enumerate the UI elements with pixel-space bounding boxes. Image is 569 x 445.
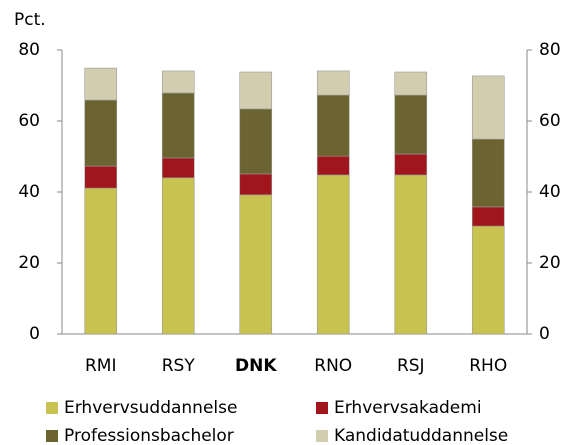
- bar-segment: [316, 70, 350, 96]
- bar-segment: [161, 92, 195, 159]
- y2-tick-label: 60: [539, 111, 561, 131]
- x-tick-label: DNK: [235, 356, 277, 376]
- y-tick-label: 40: [18, 182, 40, 202]
- y2-tick-label: 80: [539, 40, 561, 60]
- legend-label: Erhvervsakademi: [334, 398, 482, 418]
- bar-segment: [84, 165, 118, 189]
- bar-segment: [161, 177, 195, 335]
- legend-swatch: [46, 402, 58, 414]
- bar-segment: [161, 157, 195, 179]
- y-axis-label: Pct.: [14, 10, 46, 30]
- bar-segment: [471, 75, 505, 140]
- bar-segment: [84, 99, 118, 167]
- bar-segment: [239, 173, 273, 196]
- x-tick-label: RSY: [162, 356, 196, 376]
- bar-segment: [84, 67, 118, 101]
- y2-tick-label: 0: [539, 324, 550, 344]
- x-tick-label: RMI: [85, 356, 117, 376]
- y2-tick-label: 20: [539, 253, 561, 273]
- bar-segment: [394, 174, 428, 335]
- bar-segment: [394, 153, 428, 176]
- y-tick-label: 60: [18, 111, 40, 131]
- bar-segment: [239, 71, 273, 110]
- bar-segment: [161, 70, 195, 94]
- x-tick-label: RNO: [314, 356, 352, 376]
- y2-tick-label: 40: [539, 182, 561, 202]
- bar-segment: [239, 194, 273, 335]
- bar-segment: [471, 225, 505, 335]
- legend-label: Professionsbachelor: [64, 426, 234, 445]
- legend-label: Kandidatuddannelse: [334, 426, 508, 445]
- legend-label: Erhvervsuddannelse: [64, 398, 237, 418]
- bar-segment: [471, 206, 505, 227]
- bar-segment: [84, 187, 118, 335]
- y-tick-label: 0: [29, 324, 40, 344]
- x-tick-label: RSJ: [397, 356, 425, 376]
- y-tick-label: 20: [18, 253, 40, 273]
- bar-segment: [394, 71, 428, 96]
- legend-swatch: [316, 402, 328, 414]
- legend-swatch: [46, 430, 58, 442]
- legend-swatch: [316, 430, 328, 442]
- bar-segment: [316, 174, 350, 335]
- bar-segment: [316, 94, 350, 157]
- bar-segment: [239, 108, 273, 175]
- bar-segment: [394, 94, 428, 155]
- bar-segment: [316, 155, 350, 176]
- bar-segment: [471, 138, 505, 208]
- x-tick-label: RHO: [469, 356, 507, 376]
- y-tick-label: 80: [18, 40, 40, 60]
